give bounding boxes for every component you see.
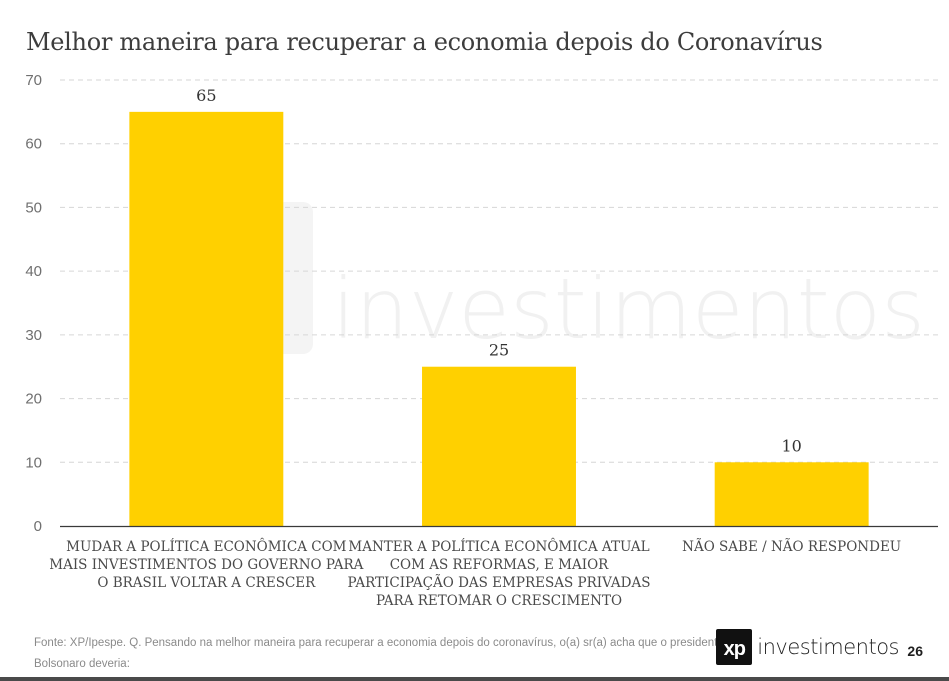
category-label-line: NÃO SABE / NÃO RESPONDEU (682, 539, 901, 555)
y-tick-label: 40 (25, 263, 42, 280)
category-label-line: PARTICIPAÇÃO DAS EMPRESAS PRIVADAS (348, 575, 651, 591)
bar-chart: investimentos 0 10 20 30 40 50 60 70 65 25 10 MUD… (25, 72, 938, 609)
y-tick-label: 0 (34, 518, 42, 535)
category-label-line: MAIS INVESTIMENTOS DO GOVERNO PARA (49, 557, 363, 573)
bars (129, 111, 869, 526)
source-note: Fonte: XP/Ipespe. Q. Pensando na melhor … (34, 637, 724, 670)
category-label: MUDAR A POLÍTICA ECONÔMICA COM MAIS INVES… (49, 538, 363, 591)
watermark-text: investimentos (332, 260, 925, 358)
y-tick-label: 20 (25, 391, 42, 408)
category-label-line: O BRASIL VOLTAR A CRESCER (97, 575, 316, 591)
bar (422, 366, 576, 526)
y-tick-label: 70 (25, 72, 42, 89)
xp-logo: xp investimentos (716, 629, 899, 665)
data-label: 25 (489, 341, 509, 360)
y-axis-ticks: 0 10 20 30 40 50 60 70 (25, 72, 42, 535)
category-label: MANTER A POLÍTICA ECONÔMICA ATUAL COM AS … (348, 538, 651, 609)
xp-logo-mark: xp (716, 629, 753, 665)
data-label: 65 (196, 86, 216, 105)
category-label-line: MUDAR A POLÍTICA ECONÔMICA COM (66, 538, 346, 555)
y-tick-label: 10 (25, 454, 42, 471)
y-tick-label: 30 (25, 327, 42, 344)
category-label: NÃO SABE / NÃO RESPONDEU (682, 539, 901, 555)
bar (129, 111, 284, 526)
chart-title: Melhor maneira para recuperar a economia… (26, 28, 823, 56)
bar (714, 462, 869, 526)
xp-logo-word: investimentos (757, 635, 899, 659)
page-number: 26 (907, 643, 923, 659)
y-tick-label: 50 (25, 199, 42, 216)
category-label-line: COM AS REFORMAS, E MAIOR (390, 557, 609, 573)
category-label-line: MANTER A POLÍTICA ECONÔMICA ATUAL (348, 538, 649, 555)
bottom-rule (0, 677, 949, 681)
data-labels: 65 25 10 (196, 86, 802, 455)
data-label: 10 (781, 436, 801, 455)
category-label-line: PARA RETOMAR O CRESCIMENTO (376, 593, 622, 609)
y-tick-label: 60 (25, 136, 42, 153)
category-labels: MUDAR A POLÍTICA ECONÔMICA COM MAIS INVES… (49, 538, 901, 609)
